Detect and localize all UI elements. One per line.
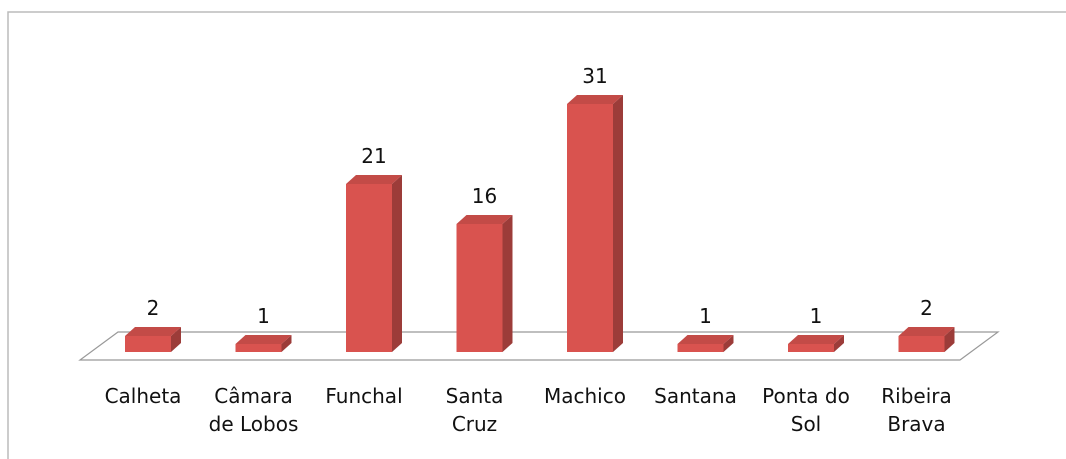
bar — [788, 344, 834, 352]
bar-top — [346, 175, 402, 184]
bar — [235, 344, 282, 352]
bar-top — [235, 335, 292, 344]
value-label: 1 — [257, 304, 270, 328]
x-tick-label: Santana — [654, 384, 737, 408]
bar — [898, 336, 945, 352]
x-tick-label: Funchal — [325, 384, 403, 408]
bar-top — [456, 215, 513, 224]
value-label: 31 — [582, 64, 607, 88]
bar — [677, 344, 724, 352]
x-tick-label: Calheta — [104, 384, 182, 408]
bar-side — [834, 335, 844, 352]
frame — [7, 11, 1066, 459]
x-tick-label: Ribeira Brava — [881, 384, 952, 436]
bar-top — [677, 335, 734, 344]
bar-side — [613, 95, 623, 352]
x-tick-label: Machico — [544, 384, 626, 408]
value-label: 1 — [699, 304, 712, 328]
bar-top — [898, 327, 955, 336]
bar — [567, 104, 613, 352]
value-label: 1 — [810, 304, 823, 328]
bar — [346, 184, 392, 352]
bar-top — [125, 327, 181, 336]
x-tick-label: Ponta do Sol — [762, 384, 850, 436]
bar-side — [944, 327, 955, 352]
bar-top — [788, 335, 844, 344]
floor — [78, 331, 1000, 361]
bar-side — [502, 215, 513, 352]
x-tick-label: Câmara de Lobos — [208, 384, 299, 436]
bar-side — [392, 175, 402, 352]
bar — [125, 336, 171, 352]
value-label: 16 — [472, 184, 497, 208]
bar — [456, 224, 503, 352]
value-label: 21 — [361, 144, 386, 168]
value-label: 2 — [147, 296, 160, 320]
bar-side — [171, 327, 181, 352]
value-label: 2 — [920, 296, 933, 320]
bar-top — [567, 95, 623, 104]
bar-side — [281, 335, 292, 352]
x-tick-label: Santa Cruz — [445, 384, 504, 436]
bar-side — [723, 335, 734, 352]
